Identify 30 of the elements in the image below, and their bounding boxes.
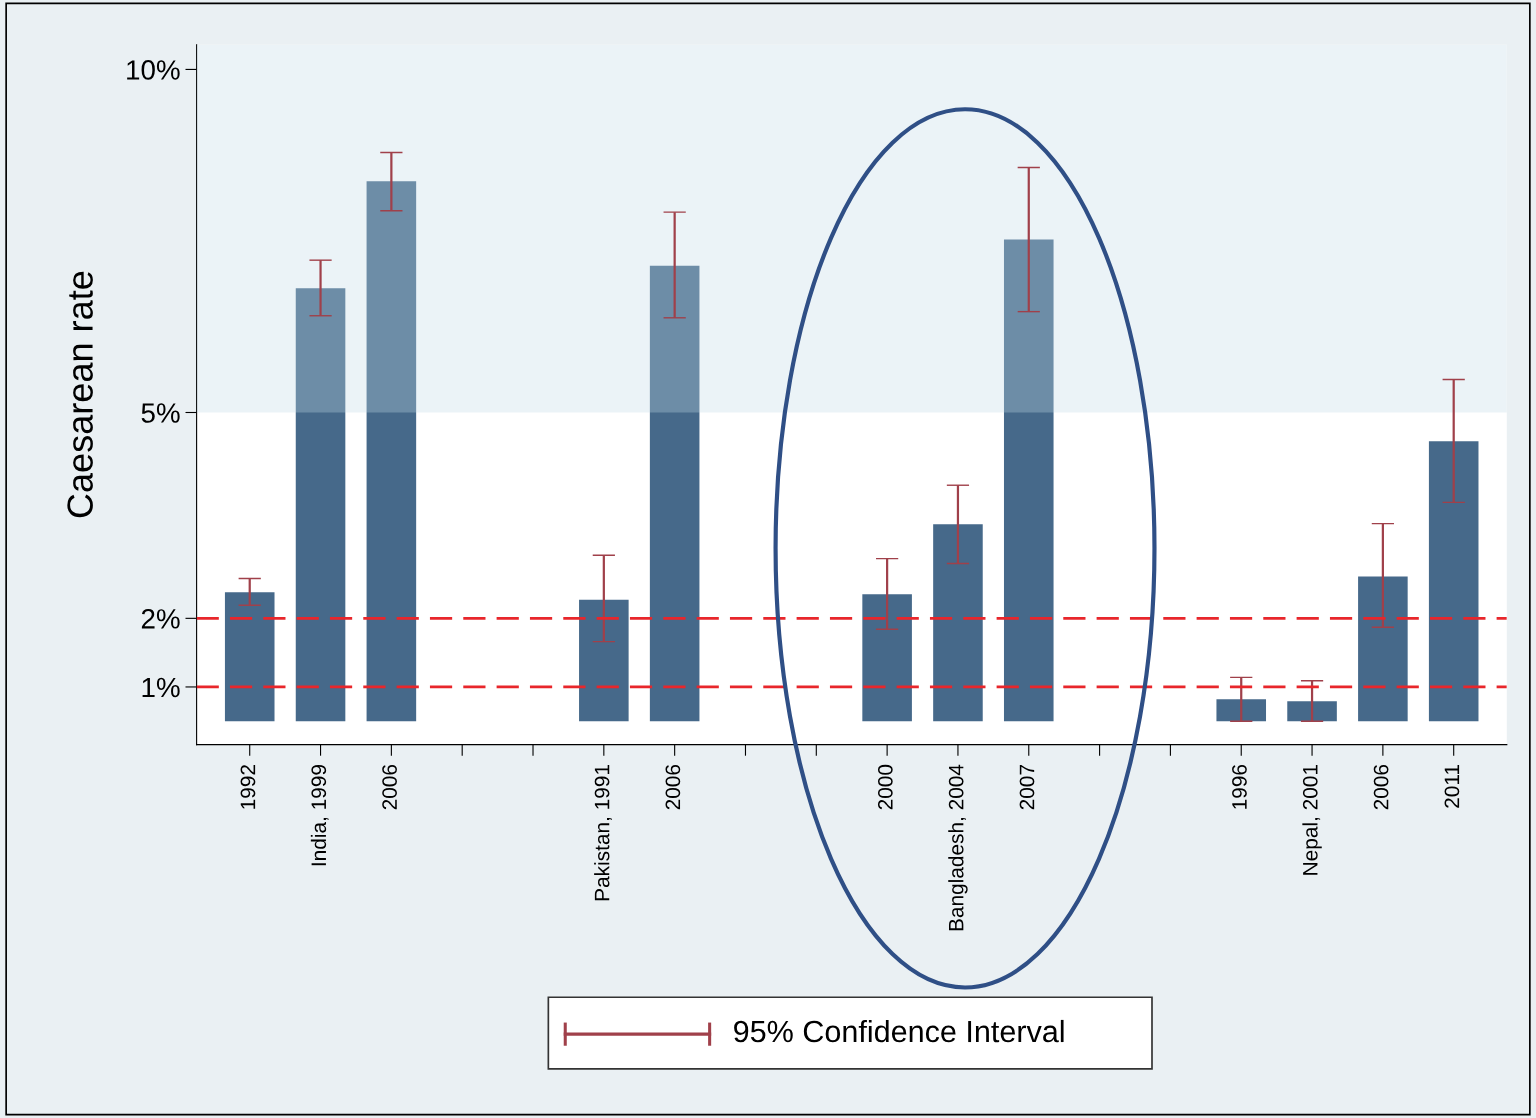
x-tick-label: 2006	[382, 764, 397, 810]
x-tick-label: 2006	[1373, 764, 1389, 810]
bar	[579, 599, 629, 722]
x-tick-label: Pakistan, 1991	[594, 765, 612, 901]
x-tick-label: Bangladesh, 2004	[948, 764, 968, 931]
x-tick-label: 2011	[1444, 765, 1460, 808]
bar	[1428, 441, 1479, 722]
x-tick-label: Nepal, 2001	[1302, 765, 1322, 875]
y-tick-label: 10%	[127, 60, 180, 80]
bar	[366, 181, 417, 722]
x-tick-label: 1992	[240, 765, 256, 809]
bar	[1358, 576, 1408, 722]
y-axis-title: Caesarean rate	[67, 271, 93, 518]
bar	[1287, 701, 1337, 722]
x-tick-label: 2007	[1019, 765, 1035, 810]
x-tick-label: 1996	[1232, 764, 1247, 809]
bar	[224, 592, 275, 722]
x-tick-label: 2006	[665, 764, 681, 810]
bar	[1003, 239, 1054, 722]
bar	[649, 265, 700, 722]
text: 95% Confidence Interval	[734, 1019, 1064, 1043]
x-tick-label: 2000	[877, 764, 893, 810]
bar	[862, 594, 912, 722]
y-tick-label: 2%	[141, 609, 180, 629]
y-tick-label: 1%	[142, 677, 180, 698]
bar	[1216, 699, 1267, 722]
bar	[295, 288, 346, 722]
bar	[933, 524, 983, 722]
x-tick-label: India, 1999	[310, 765, 329, 866]
y-tick-label: 5%	[141, 403, 180, 423]
